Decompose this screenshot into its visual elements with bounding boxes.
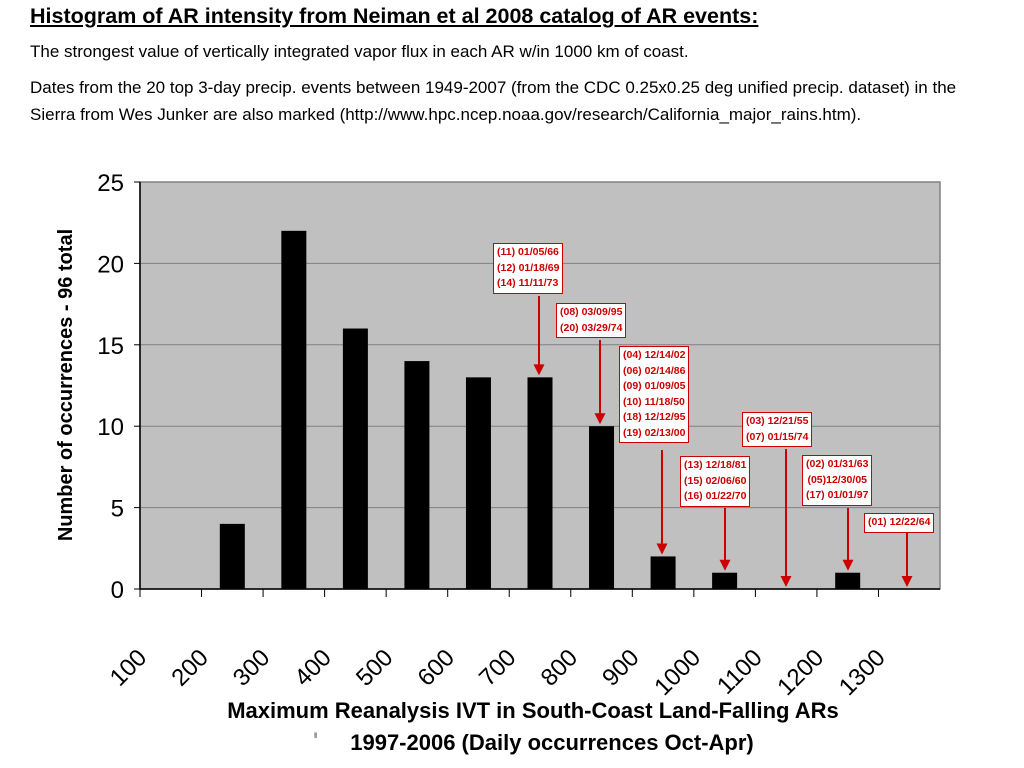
x-tick-label: 400 xyxy=(289,644,336,691)
annotation-line: (08) 03/09/95 xyxy=(560,306,623,318)
annotation-arrowhead xyxy=(901,576,913,587)
x-tick-label: 1100 xyxy=(712,644,768,700)
annotation-line: (07) 01/15/74 xyxy=(746,430,809,443)
annotation-line: (20) 03/29/74 xyxy=(560,321,623,334)
annotation-box: (11) 01/05/66 (12) 01/18/69 (14) 11/11/73 xyxy=(493,243,564,294)
annotation-box: (02) 01/31/63 (05)12/30/05 (17) 01/01/97 xyxy=(802,455,873,506)
annotation-line: (13) 12/18/81 xyxy=(684,459,747,471)
y-tick-label: 0 xyxy=(111,577,124,604)
histogram-bar xyxy=(835,572,861,589)
annotation-arrowhead xyxy=(719,559,731,571)
histogram-bar xyxy=(527,377,553,589)
annotation-box: (03) 12/21/55 (07) 01/15/74 xyxy=(742,412,813,447)
annotation-line: (16) 01/22/70 xyxy=(684,490,747,502)
annotation-box: (08) 03/09/95 (20) 03/29/74 xyxy=(556,303,627,338)
x-tick-label: 900 xyxy=(597,644,644,691)
chart-note: Dates from the 20 top 3-day precip. even… xyxy=(30,78,957,124)
annotation-line: (11) 01/05/66 xyxy=(497,246,559,258)
histogram-bar xyxy=(712,572,738,589)
annotation-arrowhead xyxy=(780,576,792,587)
annotation-line: (04) 12/14/02 xyxy=(623,349,686,361)
annotation-line: (09) 01/09/05 xyxy=(623,380,686,392)
x-axis-label: Maximum Reanalysis IVT in South-Coast La… xyxy=(227,698,839,723)
annotation-line: (02) 01/31/63 xyxy=(806,458,869,470)
histogram-bar xyxy=(465,377,491,589)
annotation-line: (18) 12/12/95 xyxy=(623,411,686,423)
annotation-line: (15) 02/06/60 xyxy=(684,474,747,487)
annotation-line: (12) 01/18/69 xyxy=(497,261,560,274)
annotation-line: (05)12/30/05 xyxy=(807,473,867,486)
x-tick-label: 1300 xyxy=(834,644,891,701)
chart-subtitle: The strongest value of vertically integr… xyxy=(30,42,689,61)
annotation-arrowhead xyxy=(656,543,668,555)
x-tick-label: 600 xyxy=(413,644,460,691)
x-tick-label: 700 xyxy=(474,644,521,691)
annotation-arrowhead xyxy=(533,364,545,376)
histogram-bar xyxy=(589,426,615,589)
y-tick-label: 5 xyxy=(111,496,124,523)
annotation-arrowhead xyxy=(842,559,854,571)
annotation-box: (13) 12/18/81 (15) 02/06/60 (16) 01/22/70 xyxy=(680,456,751,507)
annotation-line: (17) 01/01/97 xyxy=(806,489,869,501)
annotation-line: (14) 11/11/73 xyxy=(497,277,559,289)
x-tick-label: 300 xyxy=(228,644,275,691)
histogram-bar xyxy=(281,230,307,589)
annotation-line: (19) 02/13/00 xyxy=(623,426,686,439)
y-tick-label: 15 xyxy=(97,333,124,360)
y-tick-label: 20 xyxy=(97,251,124,278)
histogram-bar xyxy=(342,328,368,589)
x-tick-label: 1200 xyxy=(772,644,829,701)
histogram-bar xyxy=(404,361,430,589)
histogram-bar xyxy=(650,556,676,589)
annotation-line: (06) 02/14/86 xyxy=(623,364,686,377)
annotation-line: (03) 12/21/55 xyxy=(746,415,809,427)
annotation-box: (04) 12/14/02 (06) 02/14/86 (09) 01/09/05 (… xyxy=(619,346,690,443)
x-axis-label-line2: 1997-2006 (Daily occurrences Oct-Apr) xyxy=(350,730,754,755)
histogram-bar xyxy=(219,523,245,589)
annotation-line: (10) 11/18/50 xyxy=(623,395,685,408)
x-tick-label: 1000 xyxy=(649,644,706,701)
annotation-arrowhead xyxy=(594,413,606,425)
y-tick-label: 10 xyxy=(97,414,124,441)
x-tick-label: 200 xyxy=(166,644,213,691)
x-axis-label-mark: ' xyxy=(313,728,318,753)
annotation-line: (01) 12/22/64 xyxy=(868,516,931,528)
y-axis-label: Number of occurrences - 96 total xyxy=(55,229,77,541)
y-tick-label: 25 xyxy=(97,170,124,197)
chart-title: Histogram of AR intensity from Neiman et… xyxy=(30,4,759,28)
x-tick-label: 100 xyxy=(105,644,152,691)
x-tick-label: 800 xyxy=(536,644,583,691)
annotation-box: (01) 12/22/64 xyxy=(864,513,935,533)
x-tick-label: 500 xyxy=(351,644,398,691)
